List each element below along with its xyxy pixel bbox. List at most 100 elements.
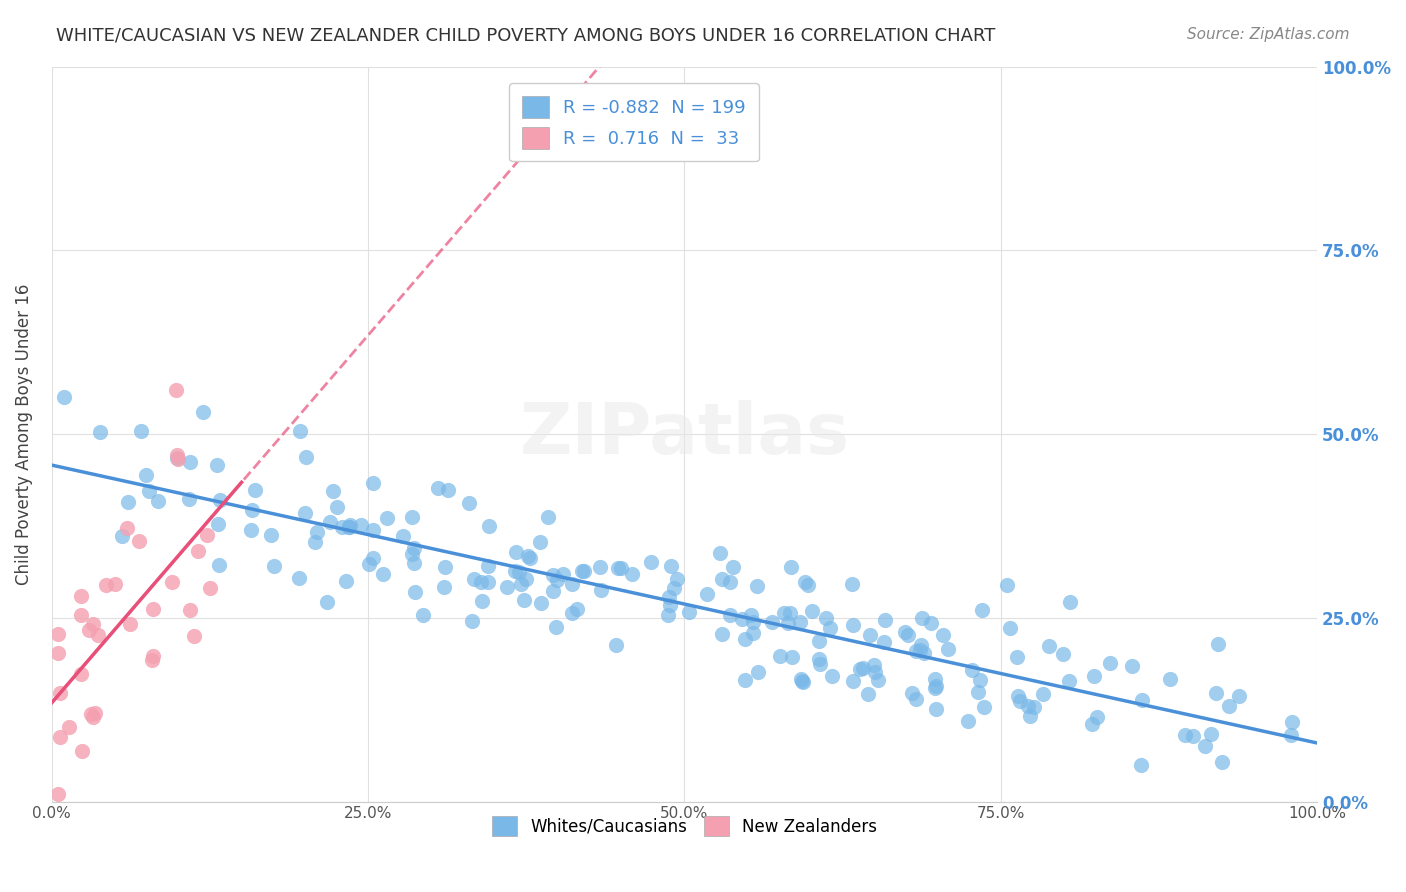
Point [808, 657, 831, 671]
Point [402, 541, 425, 556]
Point [505, 545, 527, 559]
Point [1130, 693, 1153, 707]
Point [863, 657, 886, 672]
Point [718, 575, 741, 590]
Point [530, 596, 553, 610]
Point [427, 482, 450, 496]
Point [129, 424, 152, 438]
Point [924, 672, 946, 686]
Point [361, 475, 384, 490]
Point [589, 560, 612, 574]
Point [1279, 728, 1302, 742]
Point [640, 555, 662, 569]
Point [94, 578, 117, 592]
Point [70, 589, 93, 603]
Point [1205, 686, 1227, 700]
Point [721, 560, 744, 574]
Point [142, 649, 165, 664]
Point [110, 529, 132, 543]
Point [166, 448, 188, 462]
Point [1129, 757, 1152, 772]
Point [128, 533, 150, 548]
Point [82, 710, 104, 724]
Point [1017, 699, 1039, 714]
Point [1007, 649, 1029, 664]
Point [605, 638, 627, 652]
Point [142, 602, 165, 616]
Point [87, 627, 110, 641]
Point [544, 620, 567, 634]
Point [463, 573, 485, 587]
Point [565, 601, 588, 615]
Point [911, 611, 934, 625]
Point [433, 560, 456, 574]
Point [478, 519, 501, 533]
Point [966, 685, 988, 699]
Point [1218, 699, 1240, 714]
Point [53, 390, 76, 404]
Point [207, 516, 229, 531]
Point [734, 632, 756, 647]
Point [477, 575, 499, 590]
Point [263, 559, 285, 574]
Point [294, 507, 316, 521]
Point [470, 575, 492, 590]
Point [510, 577, 533, 591]
Point [471, 594, 494, 608]
Point [72, 743, 94, 757]
Point [912, 646, 935, 660]
Point [696, 587, 718, 601]
Point [747, 665, 769, 679]
Point [496, 581, 519, 595]
Y-axis label: Child Poverty Among Boys Under 16: Child Poverty Among Boys Under 16 [15, 284, 32, 585]
Point [46, 627, 69, 641]
Point [205, 458, 228, 472]
Point [814, 610, 837, 624]
Point [659, 598, 682, 612]
Point [793, 575, 815, 590]
Point [117, 495, 139, 509]
Point [89, 425, 111, 440]
Point [1080, 717, 1102, 731]
Point [391, 529, 413, 543]
Point [305, 525, 328, 540]
Point [665, 572, 688, 586]
Point [295, 450, 318, 464]
Point [541, 567, 564, 582]
Point [330, 520, 353, 534]
Point [734, 673, 756, 688]
Point [304, 535, 326, 549]
Point [920, 615, 942, 630]
Point [404, 556, 426, 570]
Point [529, 534, 551, 549]
Point [1083, 669, 1105, 683]
Point [195, 528, 218, 542]
Point [375, 510, 398, 524]
Point [561, 577, 583, 591]
Point [193, 405, 215, 419]
Point [848, 662, 870, 676]
Point [146, 494, 169, 508]
Point [1121, 659, 1143, 673]
Point [742, 615, 765, 629]
Point [357, 557, 380, 571]
Point [973, 700, 995, 714]
Point [319, 515, 342, 529]
Point [969, 673, 991, 687]
Point [316, 595, 339, 609]
Point [995, 578, 1018, 592]
Point [908, 643, 931, 657]
Point [138, 483, 160, 498]
Point [866, 673, 889, 688]
Point [657, 607, 679, 622]
Point [46, 787, 69, 801]
Point [858, 628, 880, 642]
Point [731, 612, 754, 626]
Point [957, 714, 980, 728]
Point [818, 621, 841, 635]
Point [1199, 726, 1222, 740]
Text: Source: ZipAtlas.com: Source: ZipAtlas.com [1187, 27, 1350, 42]
Legend: Whites/Caucasians, New Zealanders: Whites/Caucasians, New Zealanders [484, 807, 886, 845]
Point [80, 706, 103, 721]
Point [1008, 694, 1031, 708]
